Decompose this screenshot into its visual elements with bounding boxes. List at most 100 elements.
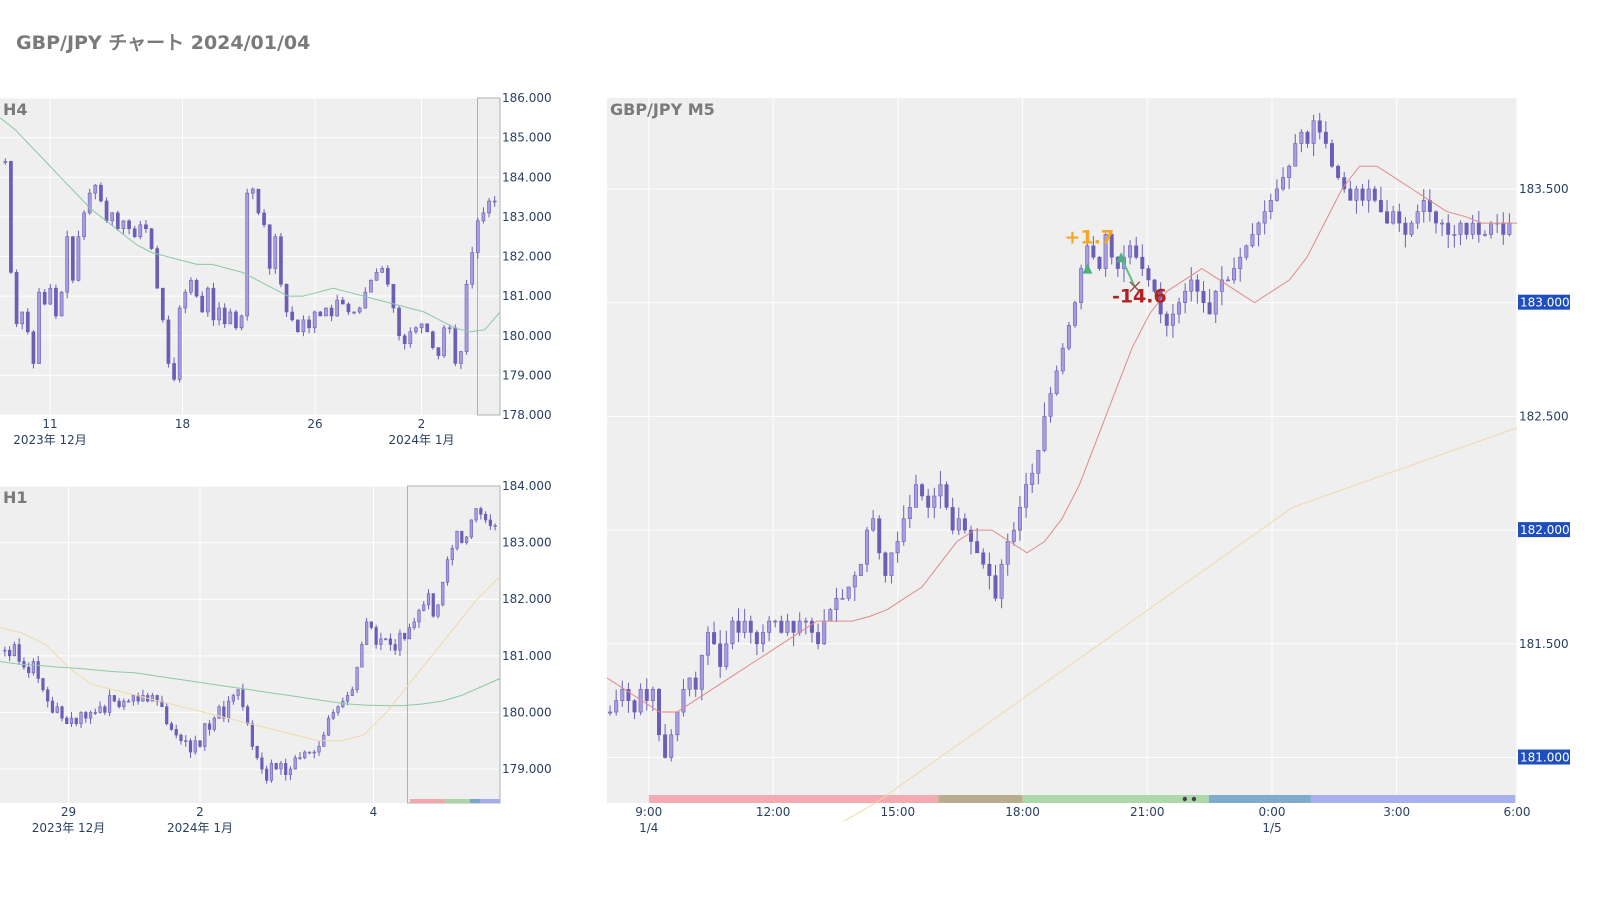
- candle-body: [336, 706, 340, 713]
- ma-line-red: [606, 165, 1517, 713]
- candle-body: [663, 734, 668, 758]
- candle-body: [687, 677, 692, 690]
- candle-body: [104, 200, 109, 222]
- candle-body: [469, 519, 473, 538]
- candle-body: [493, 525, 497, 527]
- candle-body: [226, 700, 231, 719]
- candle-body: [969, 529, 973, 542]
- ma-line-green: [0, 661, 501, 707]
- candle-body: [231, 695, 235, 702]
- candle-body: [189, 279, 193, 293]
- candle-body: [840, 598, 845, 600]
- candle-body: [1329, 143, 1334, 167]
- candle-body: [430, 331, 435, 348]
- candle-body: [767, 620, 772, 633]
- candle-body: [442, 327, 446, 356]
- candle-body: [307, 319, 311, 329]
- candle-body: [288, 768, 293, 775]
- candle-body: [393, 644, 397, 651]
- candle-body: [1256, 222, 1261, 235]
- y-tick-label: 183.500: [1519, 182, 1569, 196]
- y-tick-label: 182.500: [1519, 409, 1569, 423]
- candle-body: [475, 220, 480, 253]
- candle-body: [999, 563, 1004, 599]
- session-band: [1310, 795, 1516, 803]
- candle-body: [132, 228, 137, 237]
- candle-body: [350, 689, 354, 696]
- candle-body: [1201, 291, 1206, 303]
- candle-body: [155, 248, 160, 289]
- y-tick-label: 179.000: [502, 762, 552, 776]
- candle-body: [177, 307, 182, 380]
- chart-h1[interactable]: 179.000 180.000 181.000 182.000 183.000 184.0…: [0, 479, 552, 835]
- candle-body: [1403, 222, 1408, 235]
- candle-body: [99, 184, 103, 202]
- candle-body: [1024, 484, 1029, 508]
- session-band: [1208, 795, 1311, 803]
- candle-body: [138, 224, 143, 237]
- candle-body: [326, 717, 331, 736]
- y-tick-label: 180.000: [502, 329, 552, 343]
- candle-body: [207, 723, 212, 730]
- candle-body: [681, 688, 686, 713]
- candle-body: [31, 661, 36, 674]
- candle-body: [675, 711, 680, 736]
- page-title: GBP/JPY チャート 2024/01/04: [16, 32, 311, 54]
- candle-body: [17, 644, 21, 662]
- session-dot: [1182, 796, 1188, 802]
- candle-body: [60, 706, 64, 719]
- candle-body: [1066, 325, 1071, 349]
- x-tick-sublabel: 2023年 12月: [32, 821, 106, 835]
- candle-body: [174, 729, 178, 736]
- candle-body: [1109, 234, 1114, 258]
- candle-body: [1348, 188, 1353, 201]
- candle-body: [352, 311, 356, 314]
- candle-body: [260, 757, 264, 770]
- candle-body: [31, 331, 36, 364]
- candle-body: [803, 620, 808, 623]
- candle-body: [1391, 211, 1396, 224]
- candle-body: [422, 604, 426, 611]
- candle-body: [1036, 450, 1041, 474]
- x-tick-sublabel: 2023年 12月: [13, 433, 87, 447]
- candle-body: [450, 547, 454, 560]
- candle-body: [127, 220, 131, 230]
- chart-m5[interactable]: 181.000 181.500 182.000 182.500 183.000 183.5…: [606, 98, 1570, 835]
- candle-body: [1415, 211, 1420, 224]
- candle-body: [944, 484, 949, 508]
- candle-body: [431, 593, 435, 617]
- panel-title: GBP/JPY M5: [610, 100, 715, 119]
- candle-body: [205, 287, 210, 313]
- candle-body: [3, 161, 8, 163]
- candle-body: [975, 541, 980, 554]
- candle-body: [748, 620, 753, 633]
- candle-body: [895, 541, 900, 554]
- x-tick-label: 3:00: [1383, 805, 1410, 819]
- candle-body: [256, 188, 261, 214]
- candle-body: [329, 307, 334, 317]
- candle-body: [419, 323, 424, 329]
- x-tick-label: 6:00: [1504, 805, 1531, 819]
- candle-body: [236, 689, 240, 696]
- candle-body: [1054, 370, 1059, 394]
- candle-body: [183, 291, 188, 309]
- candle-body: [950, 507, 955, 531]
- candle-body: [42, 291, 47, 305]
- candle-body: [312, 311, 317, 329]
- candle-body: [464, 536, 469, 543]
- candle-body: [1311, 120, 1316, 144]
- trade-entry-marker: [1082, 263, 1093, 274]
- candle-body: [650, 688, 655, 701]
- chart-h4[interactable]: 178.000 179.000 180.000 181.000 182.000 183.0…: [0, 91, 552, 447]
- candle-body: [385, 268, 390, 285]
- candle-body: [1354, 188, 1359, 201]
- candle-body: [374, 272, 379, 281]
- candle-body: [1397, 211, 1402, 224]
- candle-body: [883, 552, 888, 576]
- candle-body: [1305, 131, 1310, 144]
- candle-body: [228, 311, 233, 325]
- candle-body: [1244, 245, 1249, 258]
- candle-body: [858, 563, 863, 576]
- candle-body: [217, 706, 221, 719]
